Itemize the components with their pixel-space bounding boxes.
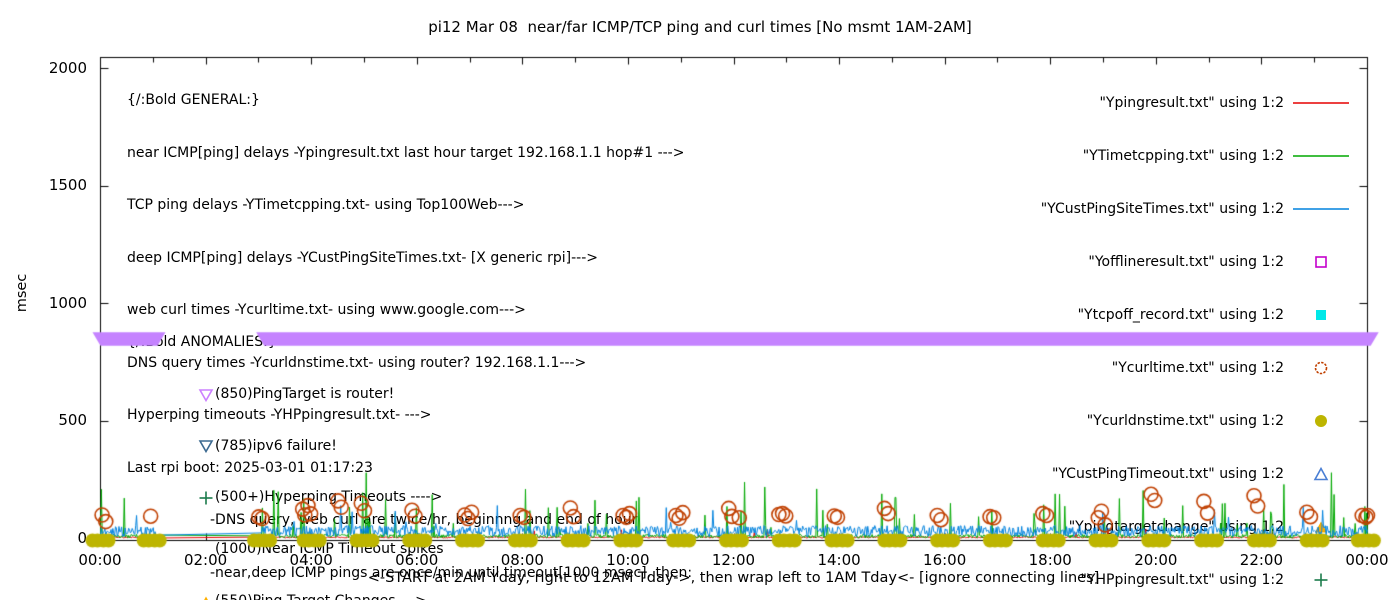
general-line: deep ICMP[ping] delays -YCustPingSiteTim… xyxy=(127,249,598,266)
y-tick-label: 1000 xyxy=(48,293,87,312)
legend-row: "Yofflineresult.txt" using 1:2 xyxy=(1041,251,1352,272)
triangle-up-open-icon xyxy=(1313,467,1329,481)
y-tick-label: 2000 xyxy=(48,58,87,77)
legend-swatch xyxy=(1290,201,1352,217)
anomaly-text: (1000)Near ICMP Timeout spikes xyxy=(215,541,444,558)
triangle-up-filled-icon xyxy=(1315,521,1327,533)
legend-swatch xyxy=(1290,95,1352,111)
legend-row: "Ycurltime.txt" using 1:2 xyxy=(1041,357,1352,378)
circle-open-icon xyxy=(1314,361,1328,375)
x-tick-label: 00:00 xyxy=(78,551,122,569)
y-tick-label: 500 xyxy=(58,411,87,429)
plus-icon xyxy=(199,491,213,505)
anomaly-text: (785)ipv6 failure! xyxy=(215,437,337,454)
anomaly-text: (550)Ping Target Changes ---> xyxy=(215,592,427,600)
circle-filled-icon xyxy=(1315,415,1327,428)
legend-label: "Ycurldnstime.txt" using 1:2 xyxy=(1086,413,1284,430)
legend-label: "YCustPingSiteTimes.txt" using 1:2 xyxy=(1040,200,1284,217)
line-icon xyxy=(1293,101,1349,104)
anomaly-row: (850)PingTarget is router! xyxy=(127,385,444,405)
line-icon xyxy=(1293,154,1349,157)
anomaly-row: (550)Ping Target Changes ---> xyxy=(127,592,444,600)
legend-label: "Yofflineresult.txt" using 1:2 xyxy=(1088,253,1284,270)
legend-row: "Ycurldnstime.txt" using 1:2 xyxy=(1041,411,1352,432)
legend-swatch xyxy=(1290,360,1352,376)
legend-label: "Ytcpoff_record.txt" using 1:2 xyxy=(1077,306,1284,323)
legend-row: "YCustPingSiteTimes.txt" using 1:2 xyxy=(1041,198,1352,219)
anomalies-annotation-block: {/:Bold ANOMALIES:} (850)PingTarget is r… xyxy=(127,301,444,600)
legend-label: "YTimetcpping.txt" using 1:2 xyxy=(1082,147,1284,164)
anomaly-text: (500+)Hyperping Timeouts ----> xyxy=(215,489,443,506)
legend-swatch xyxy=(1290,307,1352,323)
legend-swatch xyxy=(1290,519,1352,535)
anomaly-row: (785)ipv6 failure! xyxy=(127,437,444,457)
square-filled-icon xyxy=(1316,309,1326,320)
legend: "Ypingresult.txt" using 1:2 "YTimetcppin… xyxy=(1041,60,1352,600)
y-tick-label: 0 xyxy=(77,528,87,547)
anomaly-marker xyxy=(197,387,215,403)
legend-swatch xyxy=(1290,413,1352,429)
legend-swatch xyxy=(1290,466,1352,482)
anomaly-row: (500+)Hyperping Timeouts ----> xyxy=(127,488,444,508)
x-tick-label: 16:00 xyxy=(923,551,967,569)
legend-label: "YCustPingTimeout.txt" using 1:2 xyxy=(1051,466,1284,483)
legend-label: "Ypingresult.txt" using 1:2 xyxy=(1099,94,1284,111)
y-tick-label: 1500 xyxy=(48,176,87,194)
x-axis-caption: <-START at 2AM Yday, right to 12AM Tday-… xyxy=(367,570,1100,586)
legend-row: "YCustPingTimeout.txt" using 1:2 xyxy=(1041,464,1352,485)
line-icon xyxy=(1293,207,1349,210)
legend-row: "Ytcpoff_record.txt" using 1:2 xyxy=(1041,304,1352,325)
legend-row: "Ypingtargetchange" using 1:2 xyxy=(1041,517,1352,538)
triangle-down-open-icon xyxy=(198,388,214,402)
triangle-down-open-icon xyxy=(198,440,214,454)
anomaly-marker xyxy=(197,438,215,454)
anomaly-text: (850)PingTarget is router! xyxy=(215,385,395,402)
general-line: near ICMP[ping] delays -Ypingresult.txt … xyxy=(127,144,685,161)
anomaly-row: (1000)Near ICMP Timeout spikes xyxy=(127,540,444,560)
triangle-up-filled-icon xyxy=(204,596,208,600)
anomaly-marker xyxy=(197,490,215,506)
legend-row: "YTimetcpping.txt" using 1:2 xyxy=(1041,145,1352,166)
legend-row: "Ypingresult.txt" using 1:2 xyxy=(1041,92,1352,113)
legend-label: "Ypingtargetchange" using 1:2 xyxy=(1068,519,1284,536)
legend-swatch xyxy=(1290,148,1352,164)
legend-label: "Ycurltime.txt" using 1:2 xyxy=(1111,360,1284,377)
anomaly-marker xyxy=(197,594,215,600)
x-tick-label: 12:00 xyxy=(711,551,756,569)
anomalies-header: {/:Bold ANOMALIES:} xyxy=(127,334,277,350)
square-open-icon xyxy=(1315,256,1327,268)
x-tick-label: 14:00 xyxy=(817,551,861,569)
general-line: TCP ping delays -YTimetcpping.txt- using… xyxy=(127,197,525,213)
chart-title: pi12 Mar 08 near/far ICMP/TCP ping and c… xyxy=(428,18,972,36)
legend-swatch xyxy=(1290,254,1352,270)
general-line: {/:Bold GENERAL:} xyxy=(127,92,260,108)
anomaly-marker xyxy=(197,542,215,558)
